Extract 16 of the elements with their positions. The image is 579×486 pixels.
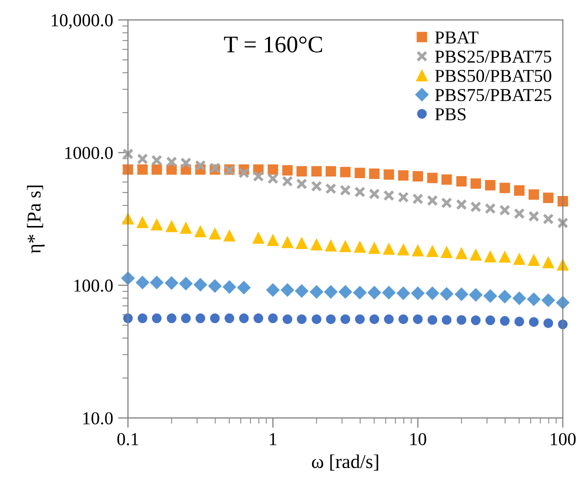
legend-label: PBAT <box>435 31 478 44</box>
y-tick-label: 1000.0 <box>65 146 113 160</box>
legend-label: PBS <box>435 108 466 120</box>
x-tick-label: 1 <box>270 433 276 446</box>
legend-label: PBS25/PBAT75 <box>435 50 552 63</box>
x-axis-title: ω [rad/s] <box>312 454 378 471</box>
legend-label: PBS50/PBAT50 <box>435 70 552 82</box>
y-axis-title: η* [Pa s] <box>26 186 45 254</box>
x-tick-label: 0.1 <box>117 433 138 446</box>
y-tick-label: 100.0 <box>74 280 113 292</box>
x-tick-label: 100 <box>550 433 576 446</box>
y-tick-label: 10.0 <box>83 412 113 424</box>
x-tick-label: 10 <box>410 433 426 446</box>
text: T = 160°C <box>224 36 322 52</box>
legend-label: PBS75/PBAT25 <box>435 89 552 102</box>
y-tick-label: 10,000.0 <box>52 14 113 29</box>
